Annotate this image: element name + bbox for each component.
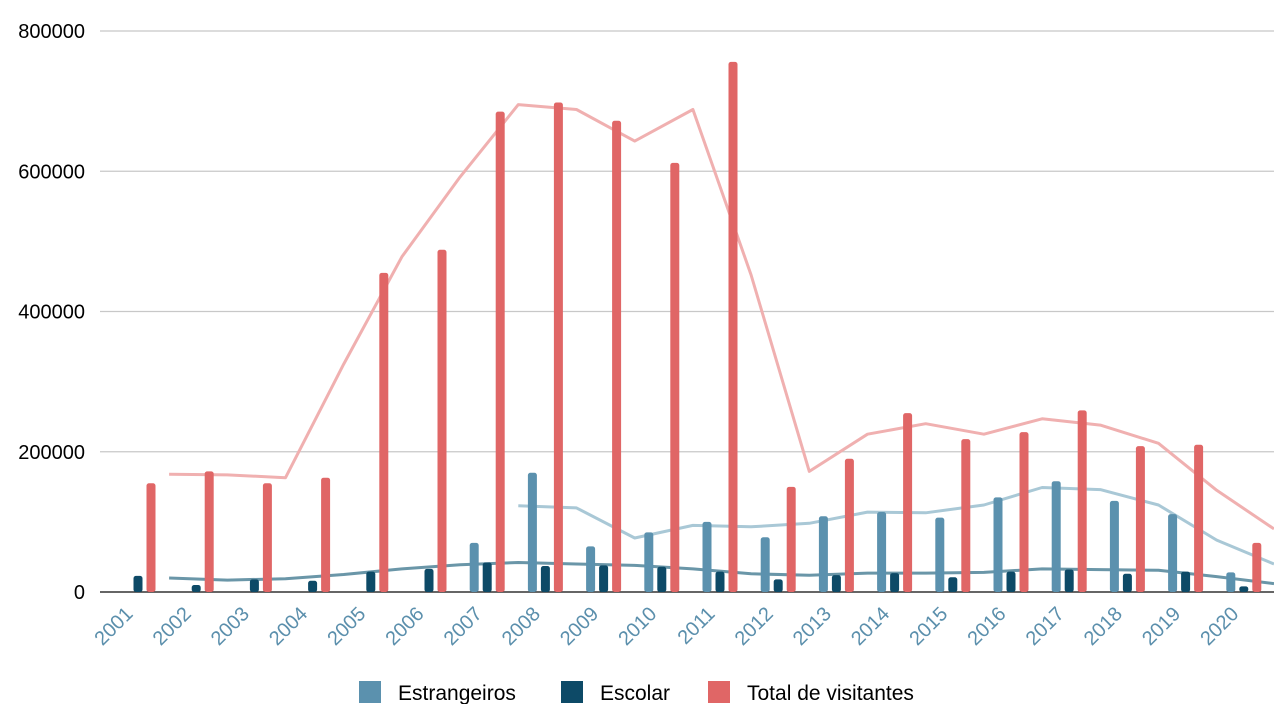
bar-escolar-2005 (366, 571, 376, 592)
bar-total-de-visitantes-2007 (495, 111, 505, 593)
bar-total-de-visitantes-2005 (379, 272, 389, 592)
x-tick-label: 2004 (265, 603, 312, 650)
bar-escolar-2007 (482, 562, 492, 592)
x-tick-label: 2007 (440, 603, 487, 650)
bar-total-de-visitantes-2015 (961, 439, 971, 592)
legend-swatch (708, 681, 730, 703)
trendline-estrangeiros (518, 486, 1274, 566)
x-tick-label: 2020 (1196, 603, 1243, 650)
y-tick-label: 600000 (18, 161, 85, 183)
x-tick-label: 2002 (149, 603, 196, 650)
bar-estrangeiros-2012 (760, 537, 770, 592)
legend: Estrangeiros Escolar Total de visitantes (359, 681, 914, 704)
trendlines (169, 103, 1274, 586)
bar-escolar-2019 (1181, 571, 1191, 592)
bar-escolar-2006 (424, 568, 434, 592)
bar-escolar-2004 (308, 580, 318, 592)
bar-total-de-visitantes-2009 (612, 120, 622, 592)
bar-escolar-2014 (890, 573, 900, 592)
bar-total-de-visitantes-2019 (1194, 444, 1204, 592)
bar-escolar-2013 (831, 575, 841, 592)
bar-escolar-2020 (1239, 586, 1249, 592)
legend-swatch (561, 681, 583, 703)
x-tick-label: 2018 (1080, 603, 1127, 650)
bar-total-de-visitantes-2014 (903, 413, 913, 592)
bar-escolar-2012 (773, 579, 783, 592)
x-tick-label: 2011 (674, 603, 720, 649)
x-tick-label: 2006 (382, 603, 429, 650)
gridlines (100, 30, 1274, 593)
y-tick-label: 0 (74, 582, 85, 604)
bar-total-de-visitantes-2006 (437, 249, 447, 593)
x-tick-label: 2001 (91, 603, 138, 650)
x-tick-label: 2008 (498, 603, 545, 650)
bar-estrangeiros-2010 (644, 532, 654, 592)
bar-escolar-2015 (948, 577, 958, 592)
y-tick-label: 200000 (18, 442, 85, 464)
bar-estrangeiros-2020 (1226, 572, 1236, 592)
bar-total-de-visitantes-2018 (1135, 446, 1145, 592)
x-tick-label: 2012 (731, 603, 778, 650)
bar-escolar-2017 (1064, 569, 1074, 592)
bar-total-de-visitantes-2011 (728, 61, 738, 593)
bar-escolar-2016 (1006, 571, 1016, 592)
bar-total-de-visitantes-2008 (553, 102, 563, 592)
trendline-total-de-visitantes (169, 103, 1274, 531)
bar-escolar-2002 (191, 584, 201, 592)
bar-total-de-visitantes-2010 (670, 162, 680, 592)
x-tick-label: 2009 (556, 603, 603, 650)
bar-estrangeiros-2008 (527, 472, 537, 592)
bar-estrangeiros-2007 (469, 542, 479, 592)
trendline-escolar (169, 561, 1274, 586)
bars (133, 61, 1262, 593)
bar-estrangeiros-2017 (1051, 481, 1061, 592)
bar-total-de-visitantes-2020 (1252, 542, 1262, 592)
y-tick-label: 800000 (18, 21, 85, 43)
bar-estrangeiros-2015 (935, 517, 945, 592)
bar-escolar-2010 (657, 566, 667, 592)
bar-total-de-visitantes-2013 (844, 458, 854, 592)
bar-estrangeiros-2014 (877, 512, 887, 592)
legend-label: Estrangeiros (398, 682, 516, 704)
bar-escolar-2009 (599, 565, 609, 592)
bar-estrangeiros-2011 (702, 521, 712, 592)
bar-total-de-visitantes-2016 (1019, 432, 1029, 592)
bar-estrangeiros-2018 (1109, 500, 1119, 592)
legend-label: Total de visitantes (747, 682, 914, 704)
bar-estrangeiros-2016 (993, 497, 1003, 592)
bar-escolar-2011 (715, 571, 725, 592)
bar-total-de-visitantes-2003 (262, 483, 272, 592)
bar-total-de-visitantes-2002 (204, 471, 214, 592)
bar-escolar-2018 (1122, 573, 1132, 592)
x-tick-label: 2005 (323, 603, 370, 650)
x-axis: 2001 2002 2003 2004 2005 2006 2007 2008 2009 2010… (91, 603, 1244, 650)
bar-estrangeiros-2009 (586, 546, 596, 592)
x-tick-label: 2013 (789, 603, 836, 650)
bar-total-de-visitantes-2004 (321, 477, 331, 592)
bar-total-de-visitantes-2012 (786, 486, 796, 592)
bar-escolar-2001 (133, 575, 143, 592)
x-tick-label: 2019 (1138, 603, 1185, 650)
bar-escolar-2003 (249, 579, 259, 592)
legend-swatch (359, 681, 381, 703)
x-tick-label: 2017 (1022, 603, 1069, 650)
bar-total-de-visitantes-2017 (1077, 410, 1087, 592)
bar-estrangeiros-2013 (818, 516, 828, 592)
bar-estrangeiros-2019 (1168, 514, 1178, 592)
x-tick-label: 2015 (905, 603, 952, 650)
bar-escolar-2008 (540, 566, 550, 592)
bar-total-de-visitantes-2001 (146, 483, 156, 592)
y-axis: 0 200000 400000 600000 800000 (18, 21, 85, 604)
x-tick-label: 2003 (207, 603, 254, 650)
x-tick-label: 2010 (614, 603, 661, 650)
legend-label: Escolar (600, 682, 670, 704)
y-tick-label: 400000 (18, 302, 85, 324)
x-tick-label: 2014 (847, 603, 894, 650)
x-tick-label: 2016 (964, 603, 1011, 650)
